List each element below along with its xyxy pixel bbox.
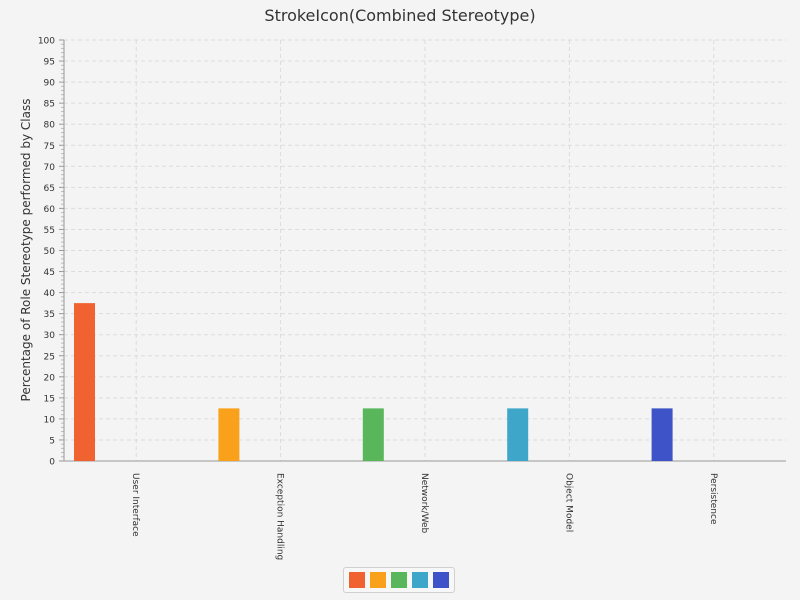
legend-swatch [433,572,449,588]
y-tick-label: 20 [44,373,56,383]
bar [362,408,384,461]
legend-swatch [391,572,407,588]
bars [74,303,673,461]
y-tick-label: 55 [44,226,55,236]
y-tick-label: 15 [44,394,55,404]
bar [651,408,673,461]
legend-swatch [370,572,386,588]
y-tick-label: 70 [44,163,56,173]
y-tick-label: 25 [44,352,55,362]
x-tick-label: Object Model [563,473,573,532]
y-tick-label: 5 [49,436,55,446]
y-tick-label: 10 [44,415,56,425]
y-tick-label: 80 [44,121,56,131]
x-tick-label: Persistence [708,473,718,525]
x-tick-label: Exception Handling [275,473,285,560]
bar [218,408,240,461]
y-tick-label: 65 [44,184,55,194]
tick-labels: 0 5 10 15 20 25 30 35 40 45 50 55 60 65 70 75 80 85 90 95 10… [38,37,718,561]
x-tick-label: User Interface [130,473,140,537]
y-tick-label: 75 [44,142,55,152]
y-tick-label: 60 [44,205,56,215]
y-tick-label: 35 [44,310,55,320]
y-tick-label: 30 [44,331,56,341]
legend-swatch [412,572,428,588]
y-tick-label: 95 [44,58,55,68]
y-tick-label: 90 [44,79,56,89]
x-tick-label: Network/Web [419,473,429,534]
y-tick-label: 0 [49,458,55,468]
y-tick-label: 85 [44,100,55,110]
chart-title: StrokeIcon(Combined Stereotype) [264,6,536,25]
bar [507,408,529,461]
gridlines [64,39,786,461]
y-tick-label: 100 [38,37,55,47]
y-tick-label: 50 [44,247,56,257]
bar [74,303,95,461]
y-tick-label: 40 [44,289,56,299]
legend [343,567,455,593]
y-tick-label: 45 [44,268,55,278]
legend-swatch [349,572,365,588]
